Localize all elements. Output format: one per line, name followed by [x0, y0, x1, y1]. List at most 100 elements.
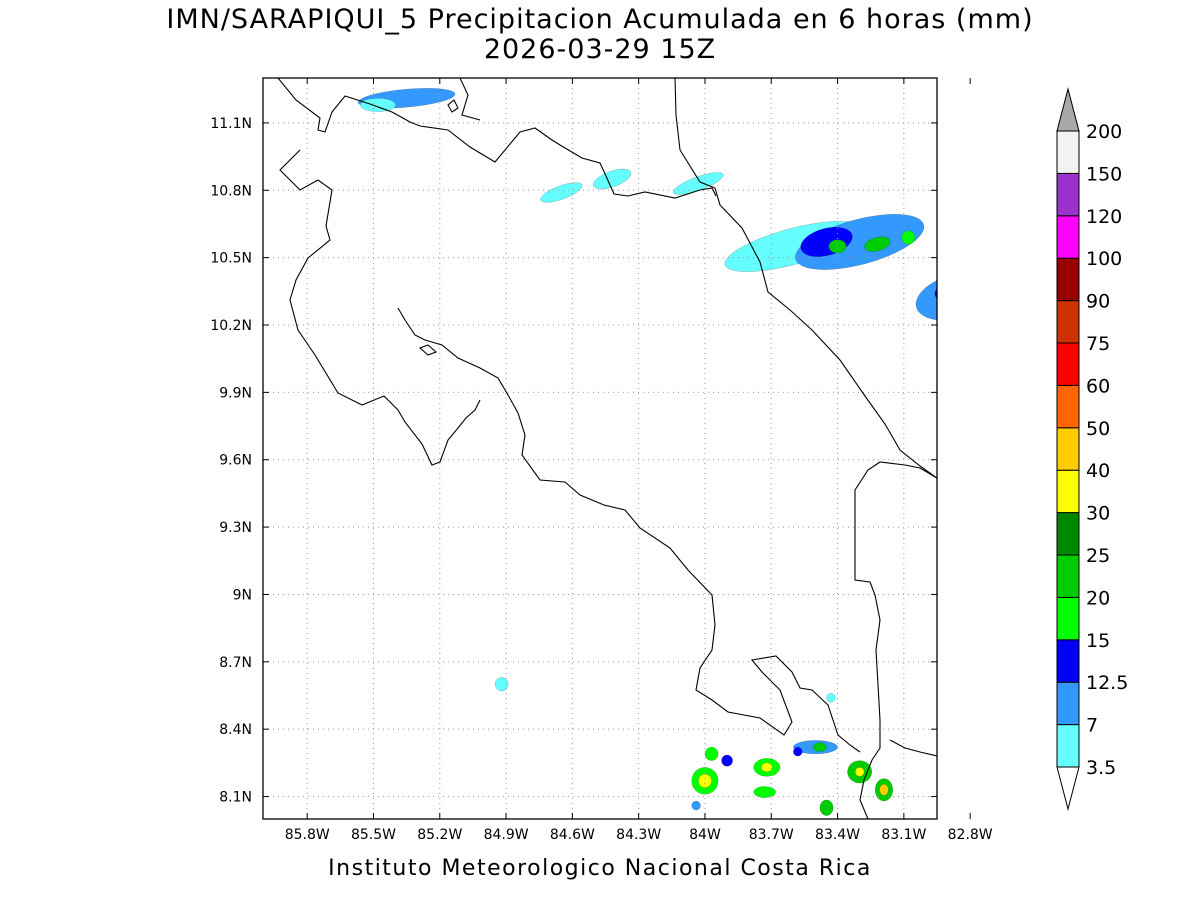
tick-label-lon: 83.7W — [749, 827, 794, 843]
coastline-north — [277, 78, 717, 199]
tick-label-lat: 9.6N — [219, 453, 252, 469]
tick-label-lon: 82.8W — [948, 827, 993, 843]
tick-label-lat: 9.3N — [219, 520, 252, 536]
colorbar-swatch — [1056, 681, 1080, 726]
colorbar-swatch — [1056, 469, 1080, 514]
colorbar-level-label: 75 — [1086, 333, 1110, 355]
tick-label-lon: 84.6W — [550, 827, 595, 843]
colorbar-swatch — [1056, 215, 1080, 259]
precip-cell — [698, 773, 712, 788]
colorbar-level-label: 3.5 — [1086, 757, 1116, 779]
colorbar-level-label: 100 — [1086, 248, 1122, 270]
precip-cell — [761, 762, 773, 773]
precip-cell — [826, 693, 836, 703]
colorbar-swatch — [1056, 512, 1080, 556]
colorbar-level-label: 30 — [1086, 503, 1110, 525]
island-north — [447, 99, 459, 113]
colorbar-swatch — [1056, 639, 1080, 683]
colorbar-level-label: 200 — [1086, 121, 1122, 143]
colorbar-level-label: 40 — [1086, 460, 1110, 482]
caribbean-coast — [674, 78, 937, 479]
map-title: IMN/SARAPIQUI_5 Precipitacion Acumulada … — [166, 4, 1034, 35]
precip-cell — [721, 754, 733, 767]
precip-cell — [795, 214, 925, 270]
precip-cell — [969, 303, 1016, 328]
precip-cell — [819, 799, 834, 816]
precip-cell — [494, 677, 509, 692]
colorbar-level-label: 50 — [1086, 418, 1110, 440]
colorbar-level-label: 60 — [1086, 375, 1110, 397]
precip-cell — [813, 742, 827, 752]
border-panama — [854, 461, 937, 819]
tick-label-lat: 8.7N — [219, 655, 252, 671]
colorbar-level-label: 25 — [1086, 545, 1110, 567]
tick-label-lon: 85.2W — [417, 827, 462, 843]
tick-label-lon: 85.5W — [351, 827, 396, 843]
precip-cell — [360, 98, 396, 112]
map-subtitle-datetime: 2026-03-29 15Z — [483, 34, 717, 65]
tick-label-lon: 84W — [689, 827, 721, 843]
colorbar-level-label: 150 — [1086, 163, 1122, 185]
colorbar: 3.5 7 12.5 15 20 25 30 40 50 60 75 90 100 120 150 200 — [1056, 87, 1128, 811]
tick-label-lat: 9N — [233, 587, 252, 603]
colorbar-swatch — [1056, 172, 1080, 217]
precip-cell — [901, 230, 916, 245]
coastline-pacific-nicoya — [279, 149, 481, 466]
precip-cell — [691, 800, 701, 811]
colorbar-level-label: 12.5 — [1086, 672, 1128, 694]
colorbar-level-label: 20 — [1086, 587, 1110, 609]
precip-cell — [855, 767, 865, 777]
coastline-inner-bay — [418, 344, 438, 356]
precip-cell — [864, 236, 891, 252]
colorbar-swatch — [1056, 300, 1080, 344]
tick-label-lon: 84.9W — [484, 827, 529, 843]
precip-cell — [941, 286, 954, 297]
colorbar-level-label: 15 — [1086, 630, 1110, 652]
tick-label-lat: 10.8N — [210, 183, 252, 199]
precip-cell — [753, 786, 776, 798]
tick-label-lat: 10.2N — [210, 318, 252, 334]
tick-label-lat: 10.5N — [210, 251, 252, 267]
tick-label-lon: 85.8W — [285, 827, 330, 843]
precip-cell — [793, 746, 803, 757]
precip-cell — [879, 783, 889, 796]
precip-cell — [704, 746, 719, 761]
tick-label-lat: 11.1N — [210, 116, 252, 132]
precip-cell — [975, 314, 988, 323]
coastlines-and-borders — [277, 78, 937, 819]
colorbar-swatch — [1056, 384, 1080, 429]
gridlines — [263, 78, 937, 819]
tick-label-lat: 8.4N — [219, 722, 252, 738]
tick-label-lat: 9.9N — [219, 385, 252, 401]
coastline-east-headland — [459, 78, 481, 121]
precipitation-layer — [358, 88, 1016, 816]
plot-frame — [262, 77, 938, 820]
colorbar-arrow-top — [1056, 87, 1080, 132]
footer-credit: Instituto Meteorologico Nacional Costa R… — [328, 856, 872, 881]
colorbar-arrow-bottom — [1056, 766, 1080, 811]
precip-cell — [934, 288, 937, 299]
colorbar-swatch — [1056, 257, 1080, 302]
coastline-panama-south — [889, 739, 937, 757]
colorbar-swatch — [1056, 427, 1080, 471]
coastline-gulf-nicoya — [397, 307, 861, 753]
plot-background — [263, 78, 937, 819]
tick-label-lon: 84.3W — [616, 827, 661, 843]
colorbar-level-label: 7 — [1086, 715, 1098, 737]
colorbar-swatch — [1056, 596, 1080, 641]
colorbar-swatch — [1056, 554, 1080, 598]
axis-ticks: 85.8W 85.5W 85.2W 84.9W 84.6W 84.3W 84W 83.7W 83… — [210, 78, 993, 843]
precip-cell — [828, 239, 847, 254]
colorbar-swatch — [1056, 130, 1080, 174]
tick-label-lat: 8.1N — [219, 790, 252, 806]
precip-cell — [593, 168, 632, 190]
colorbar-swatch — [1056, 724, 1080, 768]
precip-cell — [540, 182, 583, 203]
tick-label-lon: 83.4W — [815, 827, 860, 843]
colorbar-level-label: 120 — [1086, 206, 1122, 228]
colorbar-level-label: 90 — [1086, 291, 1110, 313]
precip-cell — [964, 283, 977, 294]
colorbar-swatch — [1056, 342, 1080, 386]
